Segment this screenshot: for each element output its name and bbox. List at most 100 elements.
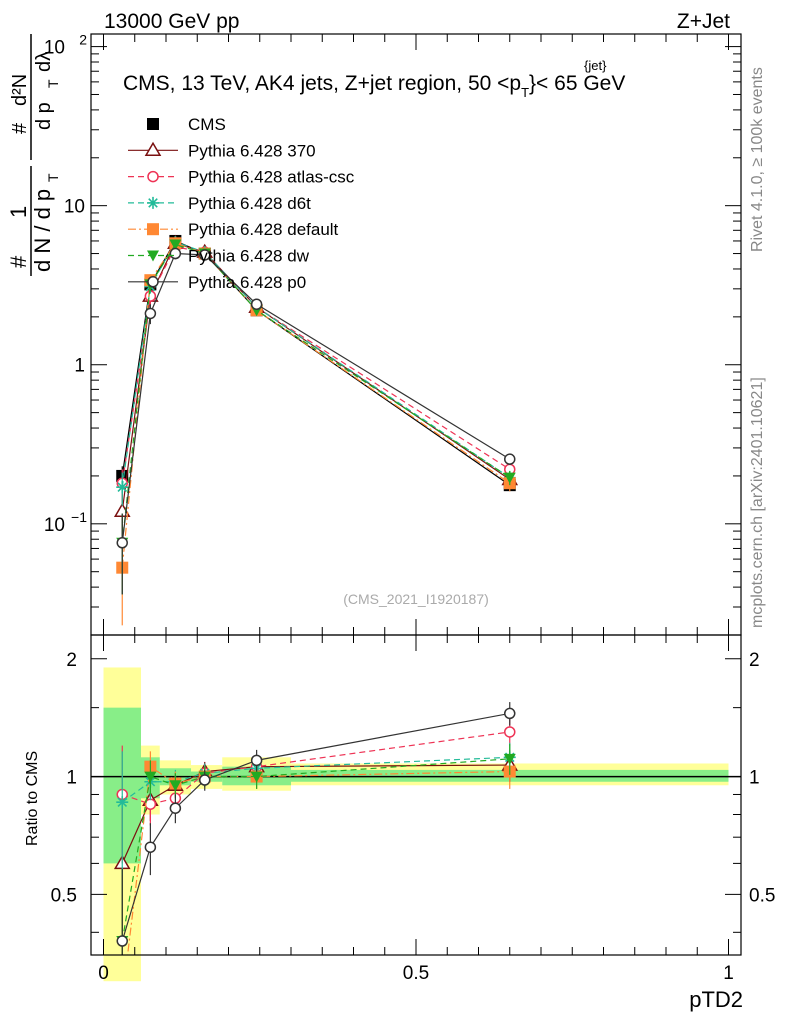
y-label-sub-T-2: T (45, 79, 61, 88)
legend-marker (147, 276, 159, 288)
series-line-2 (121, 756, 510, 803)
y-tick-label: 10 (64, 197, 85, 218)
rivet-label: Rivet 4.1.0, ≥ 100k events (749, 67, 766, 252)
data-point (504, 453, 516, 465)
x-tick-label: 0 (98, 963, 109, 984)
ratio-series-group (113, 702, 519, 1005)
data-point (503, 472, 516, 484)
legend-entry-3: Pythia 6.428 d6t (128, 194, 311, 213)
series-line-2 (121, 246, 511, 484)
data-point (116, 935, 128, 947)
data-point (169, 239, 182, 251)
y-tick-exponent: −1 (71, 509, 87, 525)
legend-label: Pythia 6.428 p0 (188, 273, 306, 292)
ratio-y-ticks: 0.5 0.5 1 1 2 2 (51, 650, 775, 933)
legend-label: Pythia 6.428 d6t (188, 194, 311, 213)
x-axis-label: pTD2 (689, 987, 743, 1012)
header-process-label: Z+Jet (677, 10, 730, 33)
legend-label: Pythia 6.428 dw (188, 247, 310, 266)
main-data-layer (113, 234, 519, 626)
legend-label: CMS (188, 115, 226, 134)
series-4 (116, 744, 516, 955)
legend-marker (147, 170, 159, 183)
legend-label: Pythia 6.428 atlas-csc (188, 168, 355, 187)
data-point (250, 771, 263, 783)
legend-marker (147, 223, 159, 236)
x-tick-label: 1 (723, 963, 734, 984)
y-tick-label: 10 (44, 38, 65, 59)
ratio-y-tick-label-right: 2 (749, 650, 760, 671)
data-point (504, 707, 516, 720)
main-y-ticks: 10 −1 1 10 10 2 (44, 32, 741, 636)
legend-entry-4: Pythia 6.428 default (128, 220, 339, 239)
data-point (116, 481, 129, 494)
main-y-axis-label: # 1 d N / d p T # d²N d p T dλ (6, 34, 61, 276)
ratio-uncertainty-bands (91, 667, 741, 982)
analysis-watermark: (CMS_2021_I1920187) (343, 591, 489, 607)
legend-marker (147, 250, 159, 262)
header-energy-label: 13000 GeV pp (104, 10, 239, 33)
data-point (503, 753, 516, 765)
series-line-6 (121, 252, 511, 543)
legend-label: Pythia 6.428 default (188, 220, 339, 239)
data-point (169, 247, 182, 260)
main-x-ticks (103, 34, 729, 635)
data-point (116, 993, 128, 1005)
legend-label: Pythia 6.428 370 (188, 141, 316, 160)
mcplots-label: mcplots.cern.ch [arXiv:2401.10621] (749, 377, 766, 628)
data-point (116, 537, 128, 549)
ratio-plot-panel: 0.5 0.5 1 1 2 2 0 0.5 1 Ratio to CMS pTD2 (24, 634, 775, 1012)
series-line-3 (121, 241, 511, 488)
data-point (250, 298, 263, 311)
data-point (116, 796, 129, 809)
y-label-d2n: d²N (9, 74, 31, 106)
legend-entry-6: Pythia 6.428 p0 (128, 273, 306, 292)
series-0 (116, 234, 516, 492)
legend-marker (147, 196, 159, 209)
ratio-y-tick-label-right: 1 (749, 768, 760, 789)
data-point (169, 780, 182, 792)
series-line-3 (126, 765, 510, 955)
data-point (144, 307, 157, 320)
plot-title-sup: {jet} (584, 58, 607, 73)
data-point (199, 249, 211, 261)
y-label-dlambda: dλ (33, 51, 55, 72)
series-6 (116, 247, 516, 595)
series-2 (116, 241, 516, 501)
y-label-hash-2: # (9, 122, 31, 134)
ratio-y-tick-label-right: 0.5 (749, 885, 775, 906)
data-point (144, 841, 157, 853)
ratio-x-ticks: 0 0.5 1 (98, 635, 734, 984)
legend-marker (147, 118, 159, 130)
main-plot-panel: 10 −1 1 10 10 2 CMS, 13 TeV, AK4 jets, Z+jet … (6, 32, 742, 636)
y-label-hash-1: # (6, 255, 31, 268)
ratio-y-tick-label: 2 (66, 650, 77, 671)
ratio-y-tick-label: 0.5 (51, 885, 77, 906)
legend-entry-0: CMS (147, 115, 226, 134)
series-4 (116, 237, 516, 626)
plot-title-end: }< 65 GeV (529, 72, 625, 95)
series-5 (116, 239, 516, 595)
y-label-numerator: 1 (6, 206, 31, 218)
series-line-5 (121, 712, 510, 942)
ratio-y-tick-label: 1 (66, 768, 77, 789)
series-line-4 (121, 242, 511, 568)
legend-entry-2: Pythia 6.428 atlas-csc (128, 168, 355, 187)
legend-entry-1: Pythia 6.428 370 (128, 141, 316, 160)
plot-title: CMS, 13 TeV, AK4 jets, Z+jet region, 50 … (123, 72, 625, 100)
legend-entry-5: Pythia 6.428 dw (128, 247, 310, 266)
series-line-5 (121, 243, 511, 543)
data-point (199, 774, 211, 786)
y-label-denominator: d N / d p (30, 189, 55, 272)
legend-marker (144, 141, 162, 157)
series-3 (116, 236, 516, 506)
ratio-data-layer (113, 702, 519, 1005)
plot-title-sub: T (521, 85, 529, 100)
series-line-1 (121, 242, 511, 512)
y-tick-exponent: 2 (79, 32, 87, 48)
ratio-y-axis-label: Ratio to CMS (24, 751, 41, 846)
y-tick-label: 10 (44, 515, 65, 536)
series-line-0 (121, 240, 511, 486)
data-point (504, 726, 516, 738)
